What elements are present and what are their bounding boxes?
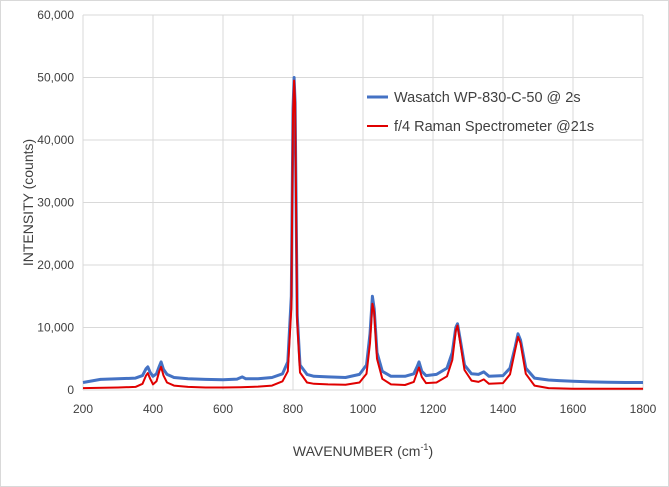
y-tick-label: 60,000 xyxy=(37,8,74,22)
y-tick-labels: 0 10,000 20,000 30,000 40,000 50,000 60,000 xyxy=(37,8,74,397)
y-tick-label: 50,000 xyxy=(37,71,74,85)
y-tick-label: 0 xyxy=(67,383,74,397)
y-tick-label: 40,000 xyxy=(37,133,74,147)
x-tick-label: 800 xyxy=(283,402,303,416)
y-tick-label: 30,000 xyxy=(37,196,74,210)
y-tick-label: 20,000 xyxy=(37,258,74,272)
grid-lines xyxy=(82,14,644,391)
series-lines xyxy=(82,76,643,390)
legend-label-f4-raman: f/4 Raman Spectrometer @21s xyxy=(394,119,594,135)
x-axis-label: WAVENUMBER (cm-1) xyxy=(293,442,433,459)
x-axis-label-main: WAVENUMBER (cm xyxy=(293,443,421,459)
x-tick-label: 1600 xyxy=(560,402,587,416)
x-tick-label: 1200 xyxy=(420,402,447,416)
y-axis-label: INTENSITY (counts) xyxy=(20,139,36,266)
x-tick-label: 1800 xyxy=(630,402,657,416)
x-axis-label-end: ) xyxy=(428,443,433,459)
legend-label-wasatch: Wasatch WP-830-C-50 @ 2s xyxy=(394,90,581,106)
series-line-f4-raman xyxy=(82,79,643,390)
x-tick-labels: 200 400 600 800 1000 1200 1400 1600 1800 xyxy=(73,402,657,416)
y-tick-label: 10,000 xyxy=(37,321,74,335)
x-tick-label: 1400 xyxy=(490,402,517,416)
x-tick-label: 1000 xyxy=(350,402,377,416)
x-axis-label-superscript: -1 xyxy=(420,442,428,452)
x-tick-label: 400 xyxy=(143,402,163,416)
x-tick-label: 200 xyxy=(73,402,93,416)
legend: Wasatch WP-830-C-50 @ 2s f/4 Raman Spect… xyxy=(367,90,594,135)
x-tick-label: 600 xyxy=(213,402,233,416)
series-line-wasatch xyxy=(82,76,643,384)
